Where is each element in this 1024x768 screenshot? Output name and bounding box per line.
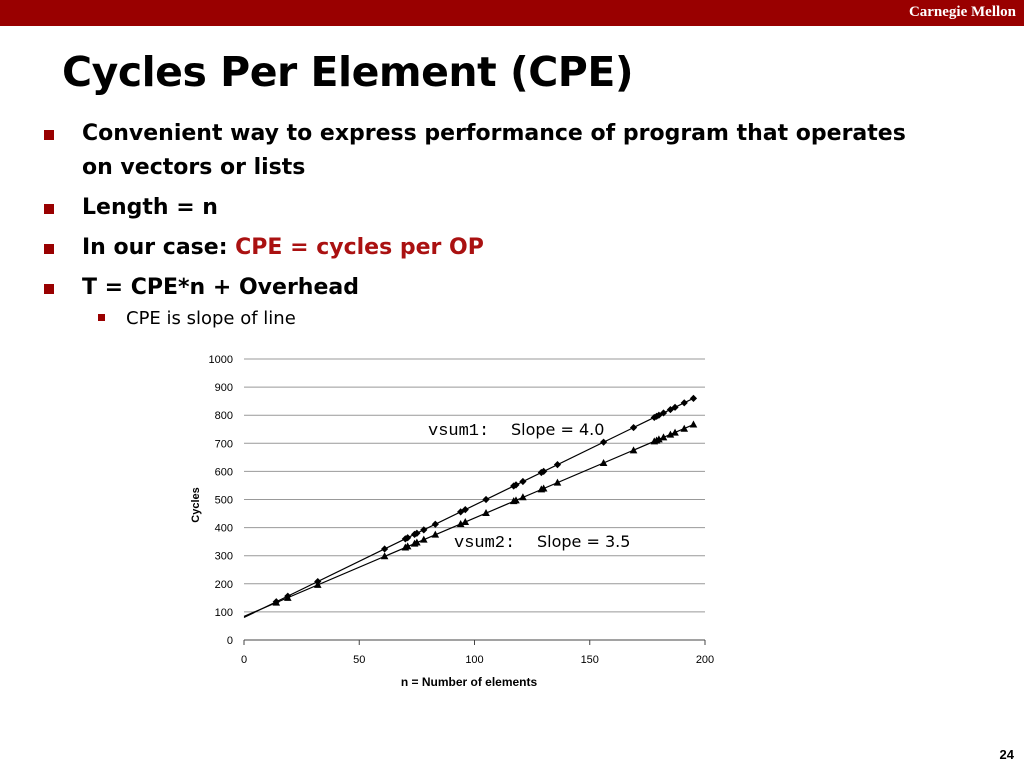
- y-tick-label: 600: [215, 466, 233, 478]
- bullet-item: Convenient way to express performance of…: [44, 117, 944, 185]
- data-point-vsum1: [413, 529, 421, 537]
- page-number: 24: [999, 747, 1014, 762]
- bullet-item: Length = n: [44, 191, 944, 225]
- sub-bullet-square-icon: [98, 314, 105, 321]
- data-point-vsum2: [512, 496, 520, 504]
- x-axis-label: n = Number of elements: [401, 675, 538, 689]
- bullet-square-icon: [44, 284, 54, 294]
- data-point-vsum1: [553, 461, 562, 469]
- data-point-vsum2: [413, 538, 421, 546]
- vsum2-slope-label: Slope = 3.5: [537, 532, 630, 551]
- vsum1-slope-label: Slope = 4.0: [511, 420, 604, 439]
- header-bar: Carnegie Mellon: [0, 0, 1024, 26]
- y-tick-labels: 0 100 200 300 400 500 600 700 800 900 1000: [209, 354, 233, 647]
- data-point-vsum1: [519, 477, 527, 486]
- bullet-highlight: CPE = cycles per OP: [235, 235, 484, 260]
- y-tick-label: 1000: [209, 354, 233, 366]
- x-tick-label: 200: [696, 654, 714, 666]
- y-tick-label: 300: [215, 551, 233, 563]
- bullet-square-icon: [44, 130, 54, 140]
- data-point-vsum2: [283, 593, 292, 601]
- data-point-vsum2: [553, 478, 562, 486]
- vsum2-colon: :: [505, 534, 515, 553]
- data-point-vsum2: [380, 552, 389, 560]
- data-point-vsum2: [671, 428, 679, 436]
- data-point-vsum2: [689, 420, 698, 428]
- slide-title: Cycles Per Element (CPE): [62, 48, 634, 96]
- data-point-vsum2: [519, 493, 527, 501]
- data-point-vsum1: [482, 495, 490, 504]
- data-point-vsum1: [599, 438, 608, 446]
- y-tick-label: 400: [215, 523, 233, 535]
- data-point-vsum1: [404, 534, 412, 542]
- y-tick-label: 100: [215, 607, 233, 619]
- data-point-vsum2: [629, 446, 638, 454]
- data-point-vsum2: [313, 580, 322, 588]
- y-tick-label: 200: [215, 579, 233, 591]
- bullet-text: Convenient way to express performance of…: [82, 121, 906, 180]
- data-point-vsum1: [431, 520, 439, 528]
- bullet-text: Length = n: [82, 195, 218, 220]
- data-point-vsum2: [539, 484, 548, 492]
- bullet-text: In our case:: [82, 235, 236, 260]
- data-point-vsum2: [431, 530, 440, 538]
- bullet-square-icon: [44, 204, 54, 214]
- data-point-vsum2: [655, 435, 663, 443]
- data-point-vsum2: [456, 519, 465, 527]
- y-tick-label: 0: [227, 635, 233, 647]
- x-tick-label: 50: [353, 654, 365, 666]
- vsum1-code: vsum1:: [428, 422, 489, 441]
- x-tick-label: 0: [241, 654, 247, 666]
- vsum2-annotation: vsum2: Slope = 3.5: [454, 532, 630, 553]
- chart-gridlines: [243, 358, 706, 645]
- brand-name: Carnegie Mellon: [908, 4, 1016, 20]
- data-point-vsum2: [666, 430, 675, 438]
- fit-line-vsum2: [243, 424, 694, 617]
- data-point-vsum1: [671, 403, 679, 411]
- x-tick-label: 100: [465, 654, 483, 666]
- data-point-vsum1: [540, 467, 548, 475]
- bullet-text: T = CPE*n + Overhead: [82, 275, 359, 300]
- data-point-vsum1: [381, 545, 389, 553]
- data-point-vsum2: [272, 598, 281, 606]
- x-tick-label: 150: [581, 654, 599, 666]
- data-point-vsum1: [512, 481, 520, 489]
- y-tick-label: 900: [215, 382, 233, 394]
- bullet-list: Convenient way to express performance of…: [44, 117, 944, 331]
- bullet-item: T = CPE*n + Overhead: [44, 271, 944, 305]
- x-tick-labels: 0 50 100 150 200: [241, 654, 714, 666]
- y-tick-label: 800: [215, 410, 233, 422]
- data-point-vsum1: [659, 409, 668, 417]
- vsum1-code-name: vsum1: [428, 422, 479, 441]
- data-point-vsum2: [461, 517, 470, 525]
- data-point-vsum1: [689, 394, 698, 402]
- data-point-vsum2: [680, 424, 689, 432]
- data-markers: [272, 394, 698, 606]
- sub-bullet-text: CPE is slope of line: [126, 308, 296, 329]
- data-point-vsum2: [482, 508, 490, 516]
- vsum1-annotation: vsum1: Slope = 4.0: [428, 420, 604, 441]
- bullet-item: In our case: CPE = cycles per OP: [44, 231, 944, 265]
- data-point-vsum2: [403, 542, 412, 550]
- vsum1-colon: :: [479, 422, 489, 441]
- sub-bullet-item: CPE is slope of line: [98, 307, 944, 331]
- data-point-vsum1: [629, 423, 638, 432]
- y-tick-label: 500: [215, 495, 233, 507]
- bullet-square-icon: [44, 244, 54, 254]
- data-point-vsum1: [666, 405, 675, 414]
- data-point-vsum1: [420, 526, 428, 534]
- data-point-vsum2: [419, 535, 428, 543]
- data-point-vsum1: [680, 399, 688, 407]
- data-point-vsum2: [599, 458, 608, 466]
- vsum2-code-name: vsum2: [454, 534, 505, 553]
- y-tick-label: 700: [215, 438, 233, 450]
- y-axis-label: Cycles: [190, 487, 202, 522]
- data-point-vsum1: [457, 508, 465, 516]
- data-point-vsum1: [655, 411, 663, 419]
- vsum2-code: vsum2:: [454, 534, 515, 553]
- data-point-vsum2: [659, 433, 668, 441]
- data-point-vsum1: [461, 506, 469, 514]
